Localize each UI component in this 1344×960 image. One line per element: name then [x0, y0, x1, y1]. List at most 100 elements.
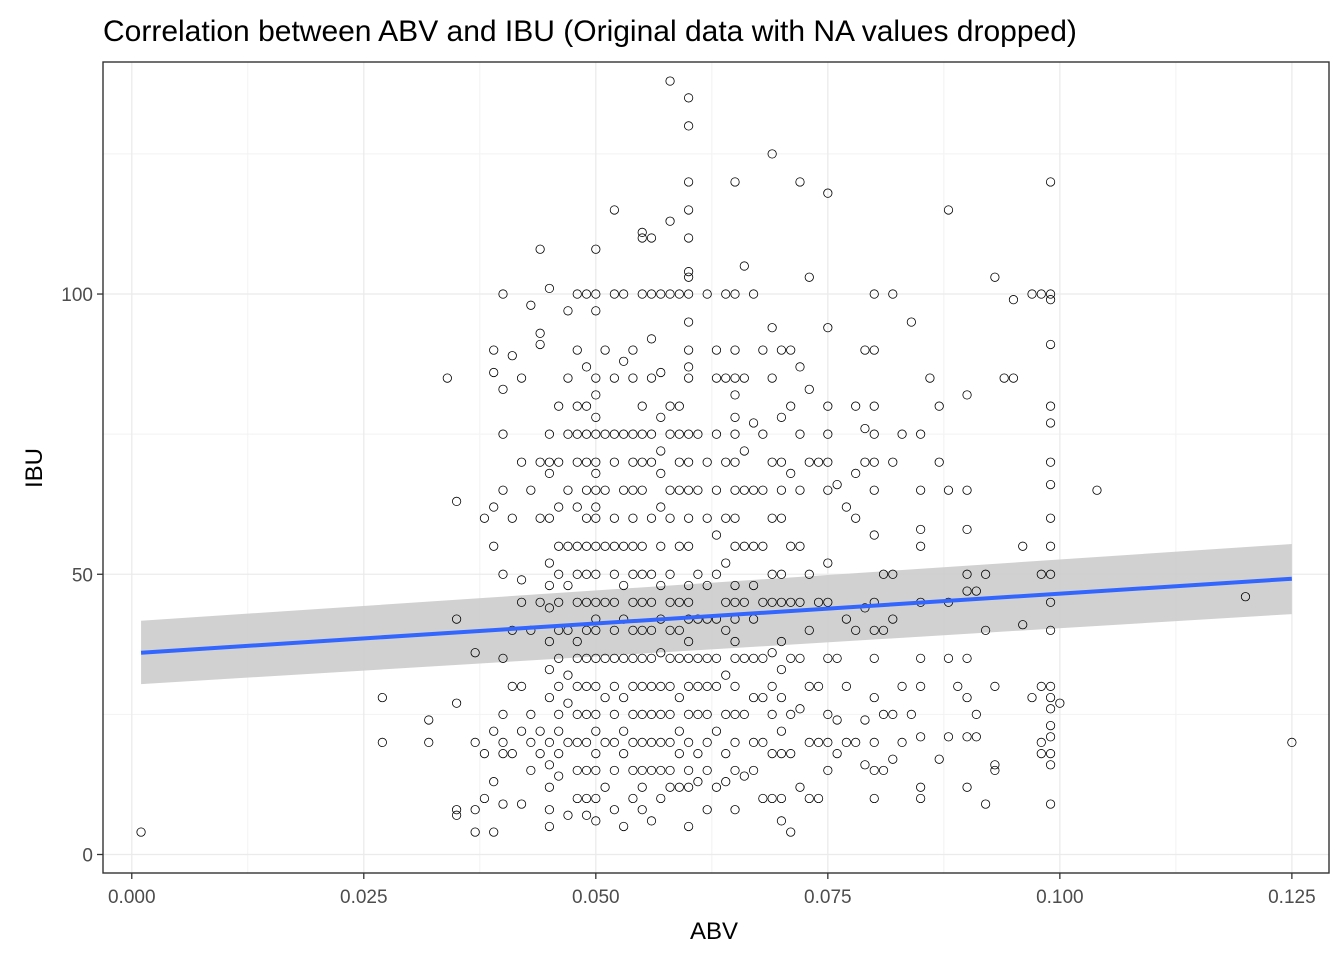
- data-point: [1045, 418, 1056, 428]
- data-point: [544, 468, 555, 478]
- data-point: [489, 541, 499, 551]
- data-point: [767, 793, 777, 804]
- data-point: [526, 709, 536, 719]
- data-point: [832, 653, 842, 663]
- data-point: [851, 513, 861, 523]
- data-point: [656, 468, 666, 478]
- data-point: [795, 704, 805, 714]
- data-point: [776, 726, 787, 736]
- data-point: [869, 692, 879, 703]
- x-tick-label: 0.000: [108, 887, 156, 908]
- data-point: [776, 692, 787, 703]
- data-point: [962, 653, 972, 663]
- data-point: [572, 401, 582, 411]
- data-point: [869, 765, 879, 776]
- data-point: [581, 810, 592, 820]
- data-point: [656, 737, 666, 748]
- data-point: [916, 541, 926, 551]
- data-point: [609, 625, 619, 635]
- data-point: [563, 698, 573, 708]
- data-point: [544, 283, 555, 294]
- x-tick-label: 0.025: [340, 887, 388, 908]
- data-point: [563, 541, 573, 551]
- data-point: [730, 177, 740, 187]
- data-point: [646, 597, 657, 607]
- data-point: [730, 390, 740, 400]
- data-point: [470, 805, 480, 815]
- data-point: [739, 709, 749, 719]
- data-point: [730, 681, 740, 691]
- data-point: [665, 485, 675, 495]
- data-point: [730, 457, 740, 467]
- data-point: [711, 485, 722, 495]
- data-point: [452, 496, 462, 507]
- data-point: [665, 653, 675, 663]
- data-point: [674, 625, 684, 635]
- data-point: [535, 597, 545, 607]
- data-point: [684, 272, 694, 282]
- data-point: [619, 749, 629, 759]
- data-point: [786, 709, 796, 719]
- data-point: [544, 603, 555, 613]
- data-point: [554, 541, 564, 551]
- data-point: [581, 737, 592, 748]
- data-point: [656, 648, 666, 658]
- data-point: [684, 580, 694, 591]
- data-point: [609, 205, 619, 215]
- data-point: [684, 345, 694, 355]
- data-point: [572, 737, 582, 748]
- data-point: [981, 569, 991, 579]
- data-point: [637, 805, 647, 815]
- data-point: [665, 429, 675, 439]
- data-point: [628, 569, 638, 579]
- data-point: [748, 541, 759, 551]
- data-point: [674, 726, 684, 736]
- data-point: [804, 384, 814, 394]
- data-point: [684, 541, 694, 551]
- data-point: [860, 345, 870, 355]
- data-point: [1045, 401, 1056, 411]
- data-point: [702, 709, 712, 719]
- data-point: [591, 765, 601, 776]
- data-point: [684, 267, 694, 277]
- data-point: [665, 569, 675, 579]
- data-point: [656, 289, 666, 299]
- data-point: [711, 653, 722, 663]
- data-point: [971, 732, 981, 742]
- data-point: [1036, 569, 1046, 579]
- data-point: [869, 653, 879, 663]
- data-point: [563, 810, 573, 820]
- data-point: [628, 485, 638, 495]
- data-point: [823, 765, 833, 776]
- data-point: [591, 681, 601, 691]
- data-point: [813, 793, 824, 804]
- data-point: [841, 614, 851, 624]
- data-point: [739, 771, 749, 781]
- data-point: [851, 625, 861, 635]
- data-point: [628, 681, 638, 691]
- data-point: [786, 468, 796, 478]
- data-point: [962, 569, 972, 579]
- data-point: [990, 681, 1000, 691]
- data-point: [544, 782, 555, 792]
- data-point: [554, 749, 564, 759]
- data-point: [897, 429, 907, 439]
- data-point: [544, 580, 555, 591]
- data-point: [684, 737, 694, 748]
- data-point: [581, 457, 592, 467]
- data-point: [962, 390, 972, 400]
- data-point: [609, 513, 619, 523]
- data-point: [693, 709, 703, 719]
- data-point: [943, 205, 954, 215]
- data-point: [535, 513, 545, 523]
- data-point: [869, 530, 879, 540]
- data-point: [1036, 737, 1046, 748]
- data-point: [823, 737, 833, 748]
- data-point: [581, 401, 592, 411]
- data-point: [1045, 569, 1056, 579]
- data-point: [554, 681, 564, 691]
- data-point: [721, 597, 731, 607]
- data-point: [730, 513, 740, 523]
- chart-title: Correlation between ABV and IBU (Origina…: [103, 15, 1077, 48]
- data-point: [776, 749, 787, 759]
